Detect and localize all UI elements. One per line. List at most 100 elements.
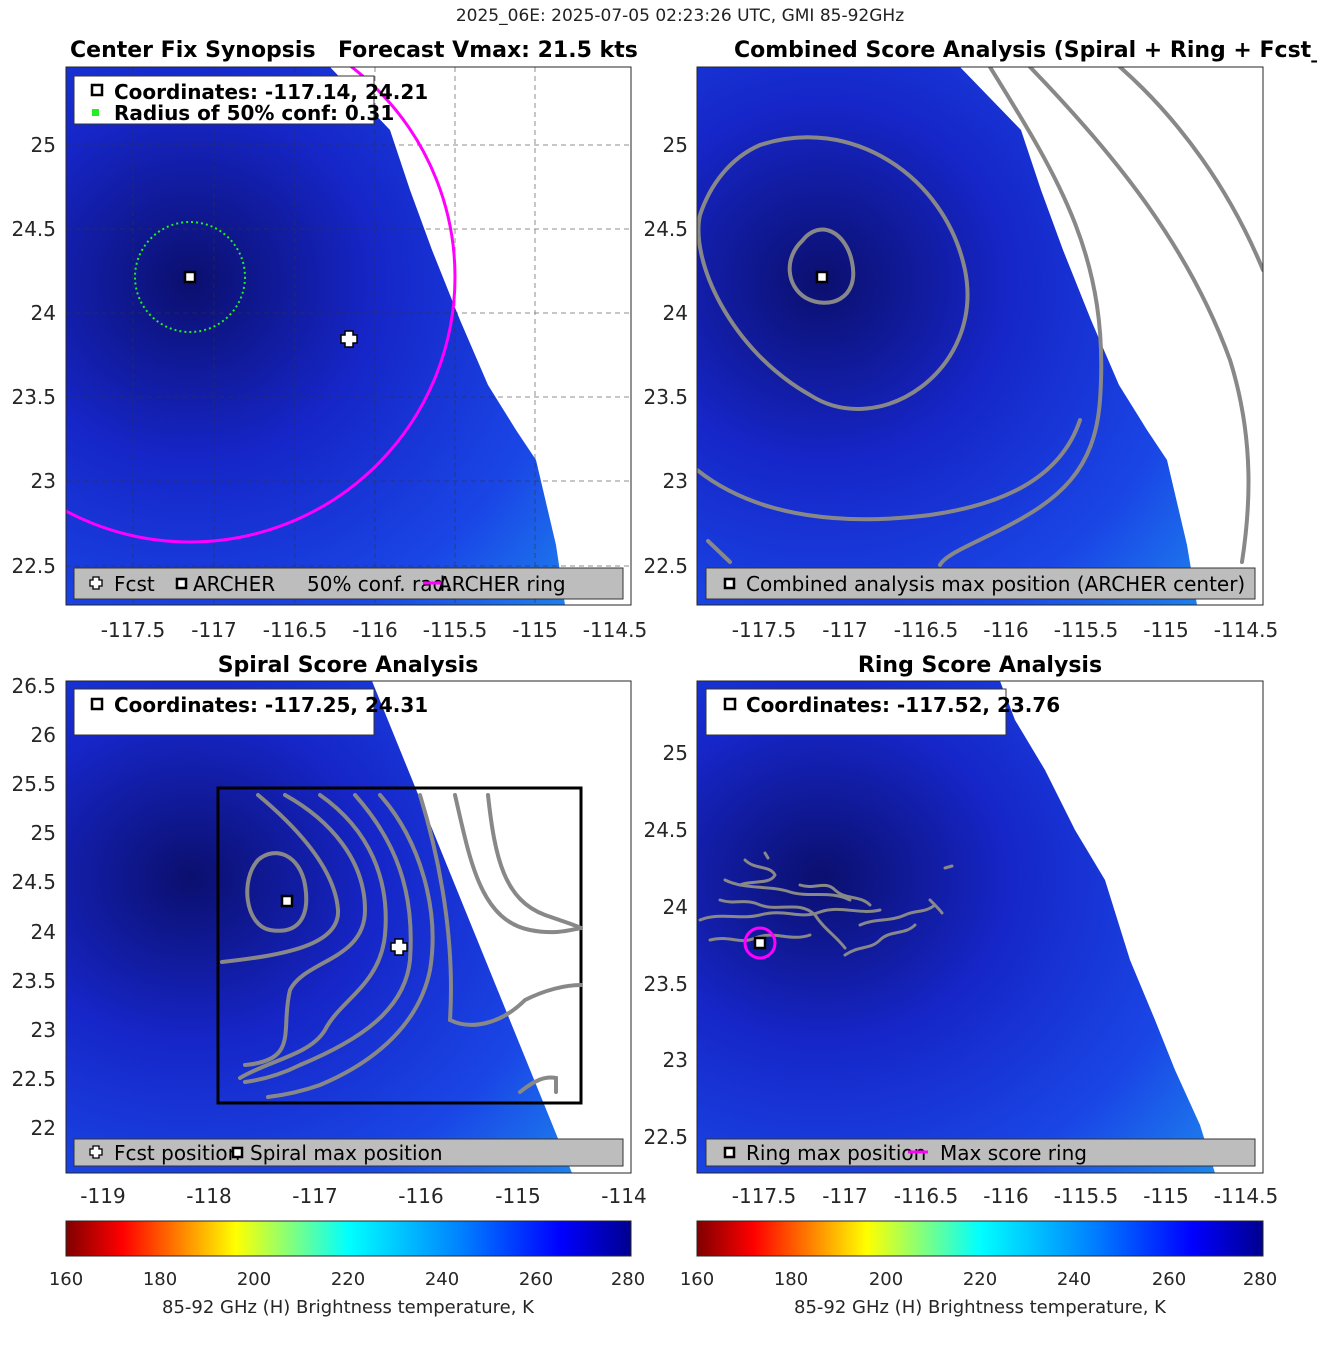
svg-text:-116: -116: [398, 1184, 443, 1208]
svg-text:22.5: 22.5: [11, 1067, 56, 1091]
colorbar-right-tick: 280: [1243, 1269, 1277, 1290]
fcst-position-marker: [340, 330, 358, 348]
svg-text:25: 25: [31, 133, 56, 157]
svg-text:-116.5: -116.5: [894, 1184, 958, 1208]
svg-text:23: 23: [31, 1018, 56, 1042]
panel-4-info-box: Coordinates: -117.52, 23.76: [705, 688, 1060, 736]
svg-text:22.5: 22.5: [11, 554, 56, 578]
panel-2-y-ticks: 25 24.5 24 23.5 23 22.5: [643, 133, 688, 578]
svg-text:-117.5: -117.5: [101, 618, 165, 642]
panel-4-y-ticks: 25 24.5 24 23.5 23 22.5: [643, 741, 688, 1149]
legend-archer-ring: ARCHER ring: [438, 572, 566, 596]
colorbar-left-tick: 160: [49, 1269, 83, 1290]
svg-text:24.5: 24.5: [643, 217, 688, 241]
spiral-score-contours: [220, 793, 583, 1099]
panel-3-x-ticks: -119 -118 -117 -116 -115 -114: [80, 1184, 646, 1208]
panel-1-y-ticks: 25 24.5 24 23.5 23 22.5: [11, 133, 56, 578]
colorbar-right: 160 180 200 220 240 260 280 85-92 GHz (H…: [680, 1220, 1277, 1318]
conf-radius-circle: [134, 221, 246, 333]
panel-combined-score: Combined Score Analysis (Spiral + Ring +…: [643, 38, 1317, 642]
archer-ring: [66, 67, 457, 544]
svg-text:-115.5: -115.5: [1054, 618, 1118, 642]
svg-text:-114: -114: [601, 1184, 646, 1208]
panel-2-legend: Combined analysis max position (ARCHER c…: [705, 567, 1256, 600]
legend-fcst: Fcst: [114, 572, 155, 596]
panel-1-x-ticks: -117.5 -117 -116.5 -116 -115.5 -115 -114…: [101, 618, 647, 642]
panel-1-title-right: Forecast Vmax: 21.5 kts: [338, 38, 638, 63]
panel-1-swath-gap: [330, 67, 631, 605]
svg-text:-116: -116: [983, 1184, 1028, 1208]
svg-text:-115.5: -115.5: [423, 618, 487, 642]
svg-text:23.5: 23.5: [11, 969, 56, 993]
panel-3-coordinates: Coordinates: -117.25, 24.31: [114, 693, 428, 717]
panel-4-legend: Ring max position Max score ring: [705, 1138, 1256, 1167]
panel-4-coordinates: Coordinates: -117.52, 23.76: [746, 693, 1060, 717]
colorbar-left: 160 180 200 220 240 260 280 85-92 GHz (H…: [49, 1220, 645, 1318]
panel-4-frame: [696, 680, 1264, 1174]
legend-archer: ARCHER: [193, 572, 275, 596]
spiral-search-box: [216, 786, 583, 1105]
legend-max-score-ring: Max score ring: [940, 1141, 1087, 1165]
svg-text:24.5: 24.5: [11, 217, 56, 241]
panel-3-legend: Fcst position Spiral max position: [73, 1138, 624, 1167]
panel-2-swath-gap: [960, 67, 1263, 605]
combined-max-marker: [815, 270, 829, 284]
spiral-fcst-marker: [390, 938, 408, 956]
ring-score-contours: [698, 851, 954, 957]
panel-3-frame: [65, 680, 632, 1174]
colorbar-right-tick: 240: [1057, 1269, 1091, 1290]
panel-1-coordinates: Coordinates: -117.14, 24.21: [114, 80, 428, 104]
svg-text:-117.5: -117.5: [732, 1184, 796, 1208]
svg-text:24: 24: [31, 920, 56, 944]
svg-text:24.5: 24.5: [11, 870, 56, 894]
svg-text:24: 24: [31, 301, 56, 325]
svg-text:-117: -117: [822, 1184, 867, 1208]
colorbar-left-tick: 200: [237, 1269, 271, 1290]
panel-3-info-box: Coordinates: -117.25, 24.31: [73, 688, 428, 736]
svg-text:-117.5: -117.5: [732, 618, 796, 642]
panel-spiral-score: Spiral Score Analysis: [11, 653, 646, 1208]
panel-1-legend: Fcst ARCHER 50% conf. rad. ARCHER ring: [73, 567, 624, 600]
svg-text:-119: -119: [80, 1184, 125, 1208]
panel-1-grid: [66, 67, 631, 605]
colorbar-right-tick: 260: [1152, 1269, 1186, 1290]
panel-2-x-ticks: -117.5 -117 -116.5 -116 -115.5 -115 -114…: [732, 618, 1278, 642]
panel-2-title: Combined Score Analysis (Spiral + Ring +…: [734, 38, 1317, 63]
colorbar-right-tick: 160: [680, 1269, 714, 1290]
svg-text:24: 24: [663, 895, 688, 919]
svg-text:-115: -115: [495, 1184, 540, 1208]
combined-score-contours: [697, 67, 1263, 567]
colorbar-left-tick: 180: [143, 1269, 177, 1290]
colorbar-left-tick: 260: [519, 1269, 553, 1290]
colorbar-left-label: 85-92 GHz (H) Brightness temperature, K: [162, 1297, 535, 1318]
svg-text:22: 22: [31, 1116, 56, 1140]
svg-text:23.5: 23.5: [643, 972, 688, 996]
svg-text:-116: -116: [983, 618, 1028, 642]
legend-ring-max: Ring max position: [746, 1141, 926, 1165]
svg-text:24: 24: [663, 301, 688, 325]
svg-text:-115: -115: [1143, 1184, 1188, 1208]
svg-text:22.5: 22.5: [643, 1125, 688, 1149]
svg-text:-115: -115: [512, 618, 557, 642]
svg-text:-118: -118: [186, 1184, 231, 1208]
svg-text:-115: -115: [1143, 618, 1188, 642]
max-score-ring: [743, 926, 777, 960]
svg-text:25: 25: [31, 821, 56, 845]
colorbar-right-tick: 200: [869, 1269, 903, 1290]
panel-4-title: Ring Score Analysis: [858, 653, 1102, 678]
panel-2-frame: [696, 66, 1264, 606]
colorbar-left-tick: 280: [611, 1269, 645, 1290]
svg-text:-114.5: -114.5: [1214, 618, 1278, 642]
panel-4-x-ticks: -117.5 -117 -116.5 -116 -115.5 -115 -114…: [732, 1184, 1278, 1208]
panel-center-fix-synopsis: Center Fix Synopsis Forecast Vmax: 21.5 …: [11, 38, 647, 642]
panel-ring-score: Ring Score Analysis: [643, 653, 1278, 1208]
panel-1-title-left: Center Fix Synopsis: [70, 38, 316, 63]
svg-text:26.5: 26.5: [11, 674, 56, 698]
svg-text:25: 25: [663, 741, 688, 765]
figure-suptitle: 2025_06E: 2025-07-05 02:23:26 UTC, GMI 8…: [456, 6, 904, 26]
svg-text:-117: -117: [292, 1184, 337, 1208]
svg-text:-116.5: -116.5: [894, 618, 958, 642]
colorbar-right-tick: 180: [774, 1269, 808, 1290]
svg-text:22.5: 22.5: [643, 554, 688, 578]
